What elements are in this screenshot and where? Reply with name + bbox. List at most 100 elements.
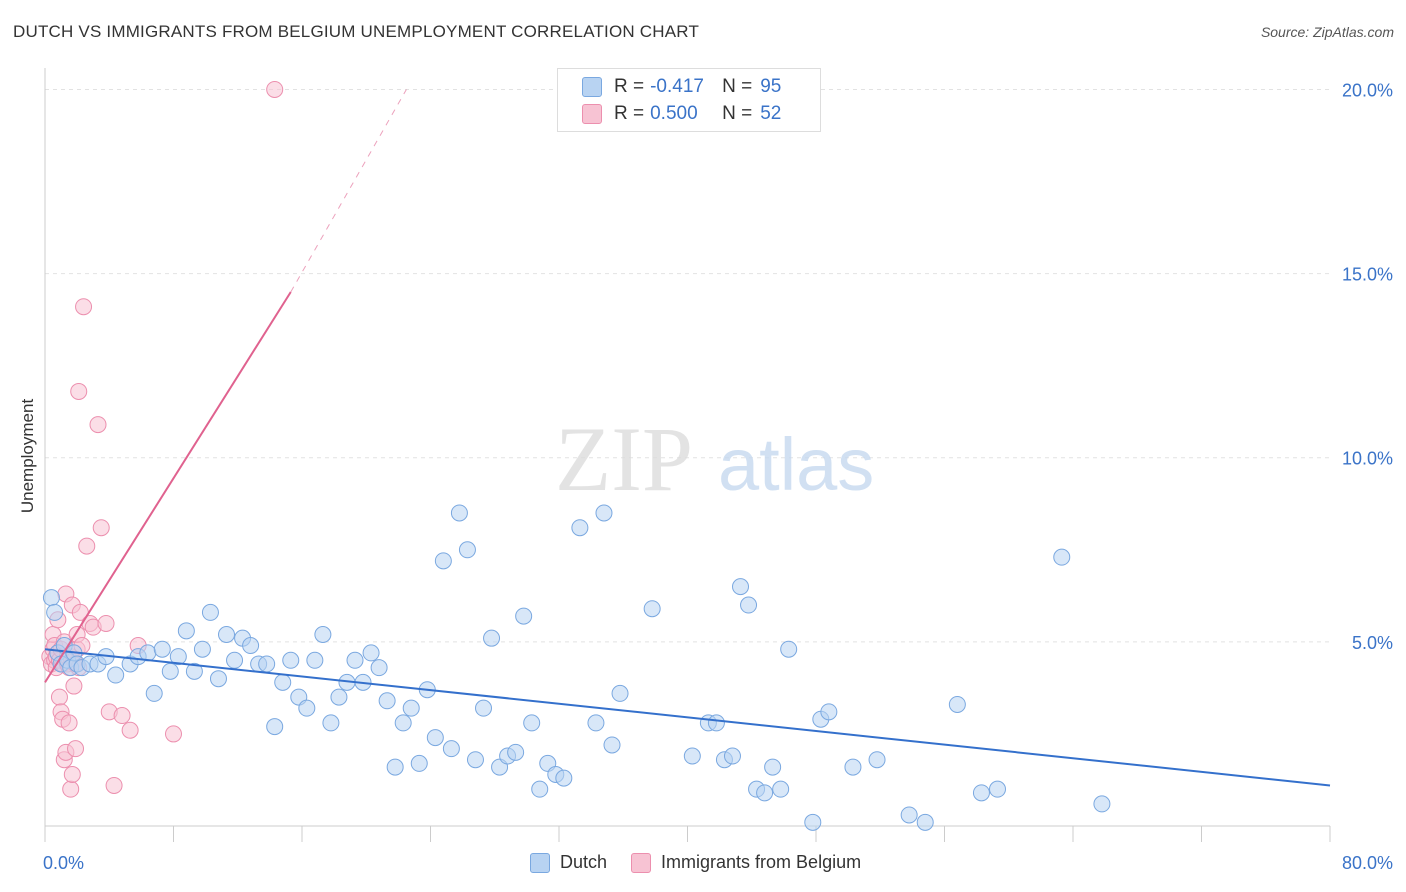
dutch-point [683,747,701,765]
dutch-point [707,714,725,732]
belgium-point [63,765,81,783]
dutch-point [820,703,838,721]
dutch-point [378,692,396,710]
belgium-point [105,776,123,794]
dutch-point [46,603,64,621]
n-label: N = [722,103,753,124]
dutch-point [370,659,388,677]
dutch-point [306,651,324,669]
dutch-point [193,640,211,658]
dutch-point [531,780,549,798]
belgium-swatch [582,104,602,124]
x-tick-label: 80.0% [1342,853,1393,873]
dutch-point [764,758,782,776]
belgium-trend-line [44,291,292,683]
dutch-point [989,780,1007,798]
belgium-point [89,416,107,434]
dutch-trend-line [44,648,1331,787]
belgium-point [92,519,110,537]
x-tick-label: 0.0% [43,853,84,873]
y-tick-label: 10.0% [1342,449,1393,469]
dutch-point [844,758,862,776]
dutch-point [740,596,758,614]
belgium-point [78,537,96,555]
tick-labels: 5.0% 10.0% 15.0% 20.0% 0.0% 80.0% [43,80,1393,873]
r-value: 0.500 [650,103,698,124]
series-immigrants-from-belgium [41,80,284,798]
dutch-point [571,519,589,537]
legend-label-dutch: Dutch [560,852,608,872]
watermark-zip: ZIP [555,408,693,510]
legend-label-belgium: Immigrants from Belgium [661,852,862,872]
source-label: Source: ZipAtlas.com [1260,24,1394,40]
n-value: 95 [760,76,782,97]
belgium-point [97,614,115,632]
dutch-point [756,784,774,802]
belgium-point [266,80,284,98]
dutch-point [153,640,171,658]
dutch-point [1053,548,1071,566]
dutch-point [282,651,300,669]
dutch-point [209,670,227,688]
y-tick-label: 5.0% [1352,633,1393,653]
axes [44,68,1331,842]
belgium-point [165,725,182,743]
dutch-point [314,626,332,643]
dutch-point [402,699,420,717]
dutch-point [169,648,187,666]
dutch-point [515,607,533,625]
belgium-point [70,382,88,400]
dutch-point [107,666,125,684]
dutch-point [723,747,741,765]
belgium-point [75,298,93,316]
dutch-point [185,662,203,680]
dutch-point [450,504,468,522]
dutch-point [948,695,966,713]
dutch-point [42,589,60,607]
r-label: R = [614,103,645,124]
r-value: -0.417 [650,76,704,97]
dutch-point [732,578,750,596]
dutch-point [242,637,260,655]
dutch-point [139,644,157,662]
dutch-point [434,552,452,570]
dutch-point [258,655,276,673]
dutch-point [274,673,292,691]
n-label: N = [722,76,753,97]
dutch-point [587,714,605,732]
dutch-point [972,784,990,802]
dutch-point [161,662,179,680]
dutch-point [298,699,316,717]
dutch-point [322,714,340,732]
dutch-point [780,640,798,658]
belgium-point [121,721,139,739]
watermark: ZIP atlas [555,408,874,510]
dutch-point [177,622,195,640]
dutch-point [475,699,493,717]
dutch-point [611,684,629,702]
belgium-point [60,714,78,732]
dutch-point [804,813,822,831]
dutch-point [1093,795,1111,813]
belgium-point [50,688,68,706]
dutch-point [394,714,412,732]
dutch-point [900,806,918,824]
dutch-point [595,504,613,522]
dutch-point [868,751,886,769]
belgium-point [62,780,80,798]
dutch-point [201,603,219,621]
dutch-point [226,651,244,669]
dutch-point [772,780,790,798]
legend-item-belgium: Immigrants from Belgium [631,852,861,873]
dutch-point [555,769,573,787]
dutch-point [386,758,404,776]
dutch-point [426,729,444,747]
dutch-point [523,714,541,732]
belgium-point [67,740,85,758]
dutch-point [266,718,284,736]
n-value: 52 [760,103,782,124]
y-tick-label: 20.0% [1342,80,1393,100]
dutch-point [483,629,501,647]
series-dutch [42,504,1111,831]
